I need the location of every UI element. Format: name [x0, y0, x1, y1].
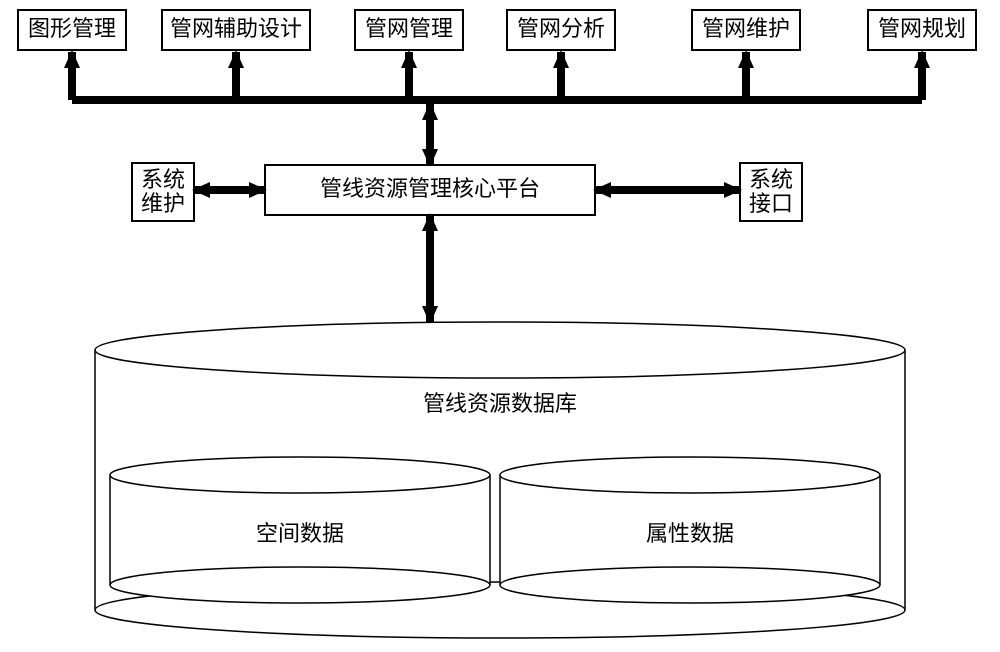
database-inner-right: 属性数据	[500, 457, 880, 603]
top-box-4: 管网维护	[692, 10, 800, 50]
top-box-label-4: 管网维护	[702, 16, 790, 41]
database-inner-right-label: 属性数据	[646, 521, 734, 546]
top-box-5: 管网规划	[868, 10, 976, 50]
top-box-0: 图形管理	[18, 10, 126, 50]
right-box-label-2: 接口	[749, 191, 793, 216]
right-box: 系统接口	[740, 163, 802, 221]
top-box-2: 管网管理	[355, 10, 463, 50]
top-box-3: 管网分析	[507, 10, 615, 50]
database-inner-left-label: 空间数据	[256, 521, 344, 546]
database-outer-label: 管线资源数据库	[423, 391, 577, 416]
top-box-label-3: 管网分析	[517, 16, 605, 41]
left-box-label-2: 维护	[141, 191, 185, 216]
top-box-label-5: 管网规划	[878, 16, 966, 41]
top-box-label-1: 管网辅助设计	[170, 16, 302, 41]
left-box: 系统维护	[132, 163, 194, 221]
left-box-label-1: 系统	[141, 167, 185, 192]
database-inner-left: 空间数据	[110, 457, 490, 603]
top-box-label-2: 管网管理	[365, 16, 453, 41]
center-box: 管线资源管理核心平台	[265, 165, 595, 215]
center-box-label: 管线资源管理核心平台	[320, 176, 540, 201]
top-box-label-0: 图形管理	[28, 16, 116, 41]
right-box-label-1: 系统	[749, 167, 793, 192]
top-box-1: 管网辅助设计	[162, 10, 310, 50]
